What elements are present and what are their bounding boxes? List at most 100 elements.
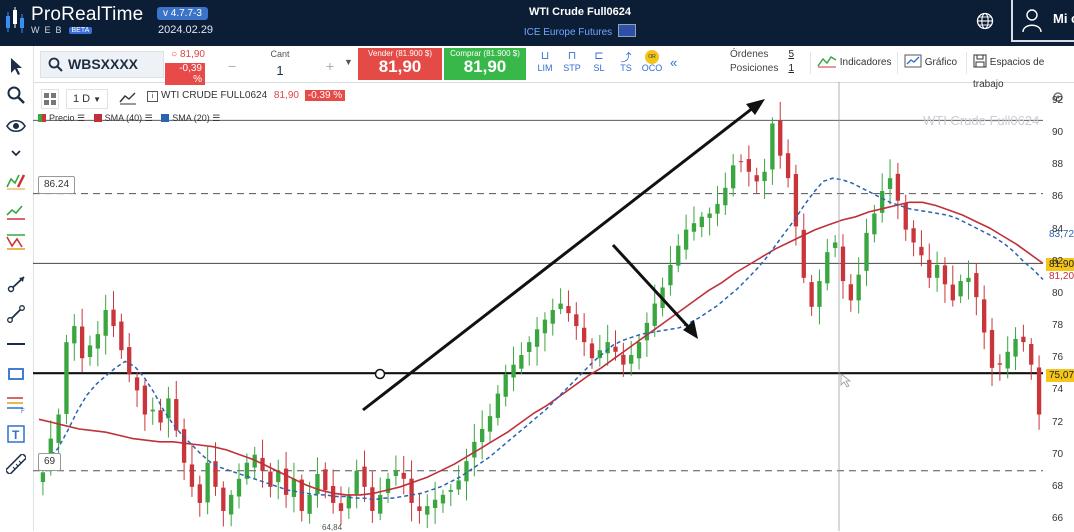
sell-label: Vender (81.900 $): [367, 49, 433, 58]
chart-style-icon[interactable]: [119, 91, 137, 105]
globe-icon[interactable]: [976, 12, 994, 30]
settings-icon[interactable]: ☰: [144, 113, 153, 123]
text-tool-icon[interactable]: T: [6, 424, 26, 444]
y-tick-label: 82: [1052, 255, 1064, 267]
candle: [731, 153, 736, 197]
candle: [966, 260, 971, 300]
candle: [417, 492, 422, 524]
candle: [425, 494, 430, 528]
candle-body: [731, 165, 736, 189]
segment-icon[interactable]: [6, 304, 26, 324]
candle-body: [1036, 367, 1042, 415]
candle: [95, 321, 100, 367]
chart-legend: Precio ☰ SMA (40) ☰ SMA (20) ☰: [38, 113, 220, 124]
candle-body: [817, 281, 822, 307]
legend-sma20[interactable]: SMA (20): [172, 113, 210, 123]
orders-positions[interactable]: Órdenes 5 Posiciones 1: [730, 49, 798, 77]
indicators-button[interactable]: Indicadores: [810, 52, 891, 74]
candle: [189, 445, 195, 497]
candle-body: [558, 303, 563, 310]
y-tick-label: 90: [1052, 127, 1064, 139]
sell-button[interactable]: Vender (81.900 $) 81,90: [358, 48, 442, 80]
orders-count[interactable]: 5: [788, 49, 794, 60]
candle: [236, 463, 242, 509]
uptrend-arrow[interactable]: [362, 102, 759, 412]
order-type-lim[interactable]: ⊔ LIM: [532, 49, 558, 73]
candle-body: [480, 428, 485, 443]
candle: [432, 481, 438, 524]
user-menu[interactable]: Mi c: [1011, 0, 1074, 42]
sell-price: 81,90: [378, 57, 422, 76]
settings-icon[interactable]: ☰: [212, 113, 221, 123]
fan-icon[interactable]: [6, 231, 26, 251]
collapse-left-icon[interactable]: «: [670, 55, 678, 70]
legend-sma40[interactable]: SMA (40): [104, 113, 143, 123]
candle: [205, 446, 210, 515]
y-tick-label: 92: [1052, 95, 1064, 106]
candle-body: [338, 503, 344, 511]
order-type-sl[interactable]: ⊏ SL: [586, 49, 612, 73]
settings-icon[interactable]: ☰: [77, 113, 86, 123]
candle-body: [887, 178, 893, 189]
drawing-toolbar: F T: [0, 46, 34, 531]
pen-draw-icon[interactable]: [6, 171, 26, 191]
order-type-oco[interactable]: OR OCO: [639, 49, 665, 73]
workspaces-button[interactable]: Espacios de trabajo: [966, 52, 1074, 90]
candle: [754, 167, 759, 194]
candle: [989, 318, 995, 387]
quantity-plus-button[interactable]: +: [325, 58, 334, 74]
order-type-ts[interactable]: ⤴ TS: [613, 49, 639, 73]
candle: [840, 234, 846, 299]
candle-body: [1005, 351, 1010, 369]
zoom-icon[interactable]: [6, 85, 26, 105]
chart-button[interactable]: Gráfico: [897, 52, 957, 74]
down-arrow[interactable]: [611, 243, 695, 334]
candle: [652, 284, 657, 337]
candle: [283, 452, 289, 508]
candle: [440, 489, 446, 513]
down-arrowhead-icon: [683, 320, 698, 339]
quantity-minus-button[interactable]: −: [228, 58, 237, 74]
anchor-handle-icon[interactable]: [374, 368, 386, 380]
period-select[interactable]: 1 D ▼: [66, 89, 108, 109]
legend-price[interactable]: Precio: [49, 113, 75, 123]
price-chart[interactable]: [33, 82, 1074, 531]
candle: [519, 342, 524, 374]
mini-price: 81,90: [179, 49, 205, 60]
settings-gear-icon[interactable]: [1051, 90, 1065, 104]
candle-body: [268, 471, 273, 487]
level-label-upper[interactable]: 86.24: [38, 176, 76, 194]
quantity-stepper[interactable]: Cant 1 − +: [220, 49, 340, 79]
candle: [534, 317, 540, 366]
order-type-stp[interactable]: ⊓ STP: [559, 49, 585, 73]
level-label-lower[interactable]: 69: [38, 453, 62, 471]
ruler-icon[interactable]: [6, 454, 26, 474]
candle: [150, 397, 155, 425]
info-icon[interactable]: i: [147, 91, 158, 102]
candle-body: [189, 464, 195, 487]
quantity-value[interactable]: 1: [276, 63, 284, 78]
chevron-down-icon[interactable]: [6, 143, 26, 163]
candle-body: [801, 229, 806, 278]
save-icon: [973, 54, 987, 68]
fibonacci-icon[interactable]: F: [6, 394, 26, 414]
candle: [778, 101, 783, 169]
ray-icon[interactable]: [6, 274, 26, 294]
ticker-search[interactable]: WBSXXXX: [40, 51, 164, 78]
trend-channel-icon[interactable]: [6, 201, 26, 221]
grid-icon[interactable]: [41, 89, 59, 109]
eye-icon[interactable]: [6, 116, 26, 136]
chevron-down-icon[interactable]: ▼: [344, 57, 353, 67]
cursor-icon[interactable]: [6, 56, 26, 76]
candle-body: [825, 252, 830, 284]
positions-count[interactable]: 1: [788, 63, 794, 74]
candle: [472, 424, 477, 477]
rectangle-icon[interactable]: [6, 364, 26, 384]
horizontal-line-icon[interactable]: [6, 334, 26, 354]
y-tick-label: 88: [1052, 159, 1064, 171]
buy-button[interactable]: Comprar (81.900 $) 81,90: [444, 48, 526, 80]
candle: [1036, 355, 1042, 430]
candle: [566, 290, 571, 322]
candle: [613, 330, 618, 361]
version-badge[interactable]: v 4.7.7-3: [157, 7, 208, 20]
